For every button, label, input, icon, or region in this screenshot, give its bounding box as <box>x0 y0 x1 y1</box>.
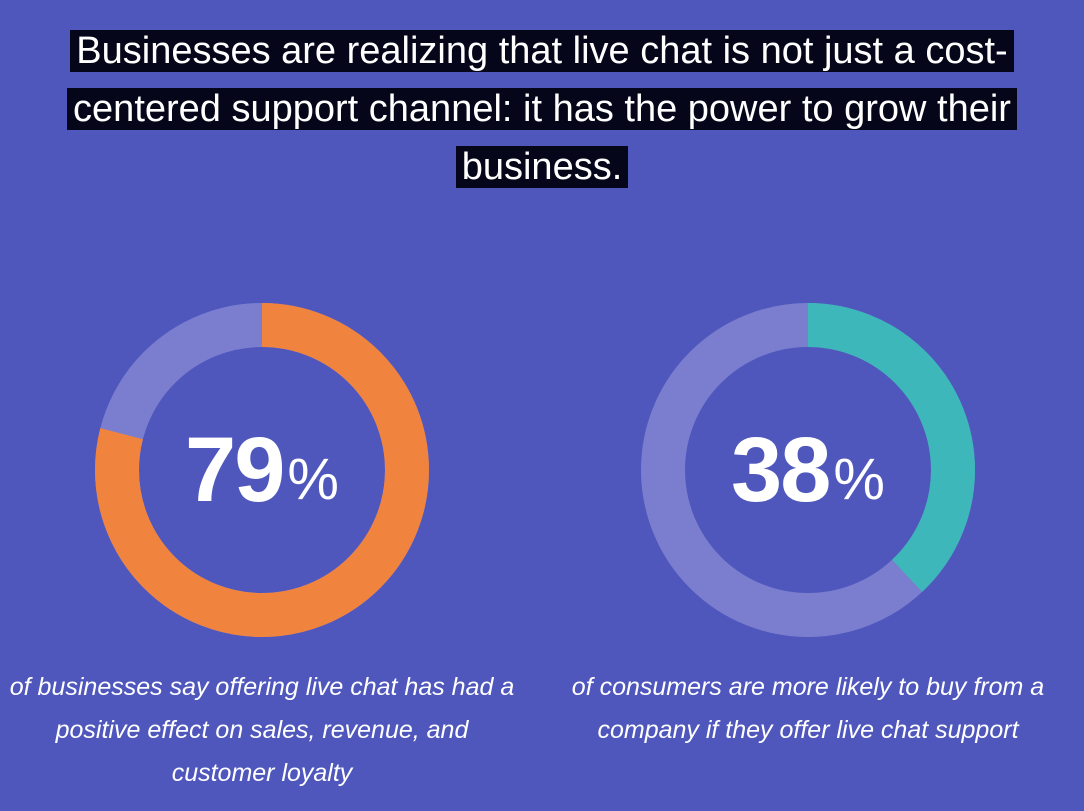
donut-arc-businesses <box>95 303 429 637</box>
donut-chart-businesses <box>95 303 429 637</box>
stat-businesses: 79% of businesses say offering live chat… <box>0 300 532 795</box>
headline: Businesses are realizing that live chat … <box>40 22 1044 196</box>
donut-chart-consumers <box>641 303 975 637</box>
stat-consumers: 38% of consumers are more likely to buy … <box>538 300 1078 752</box>
stat-caption: of consumers are more likely to buy from… <box>571 673 1045 744</box>
headline-text: Businesses are realizing that live chat … <box>67 30 1017 188</box>
donut-arc-consumers <box>641 303 975 637</box>
stat-caption: of businesses say offering live chat has… <box>9 673 515 787</box>
